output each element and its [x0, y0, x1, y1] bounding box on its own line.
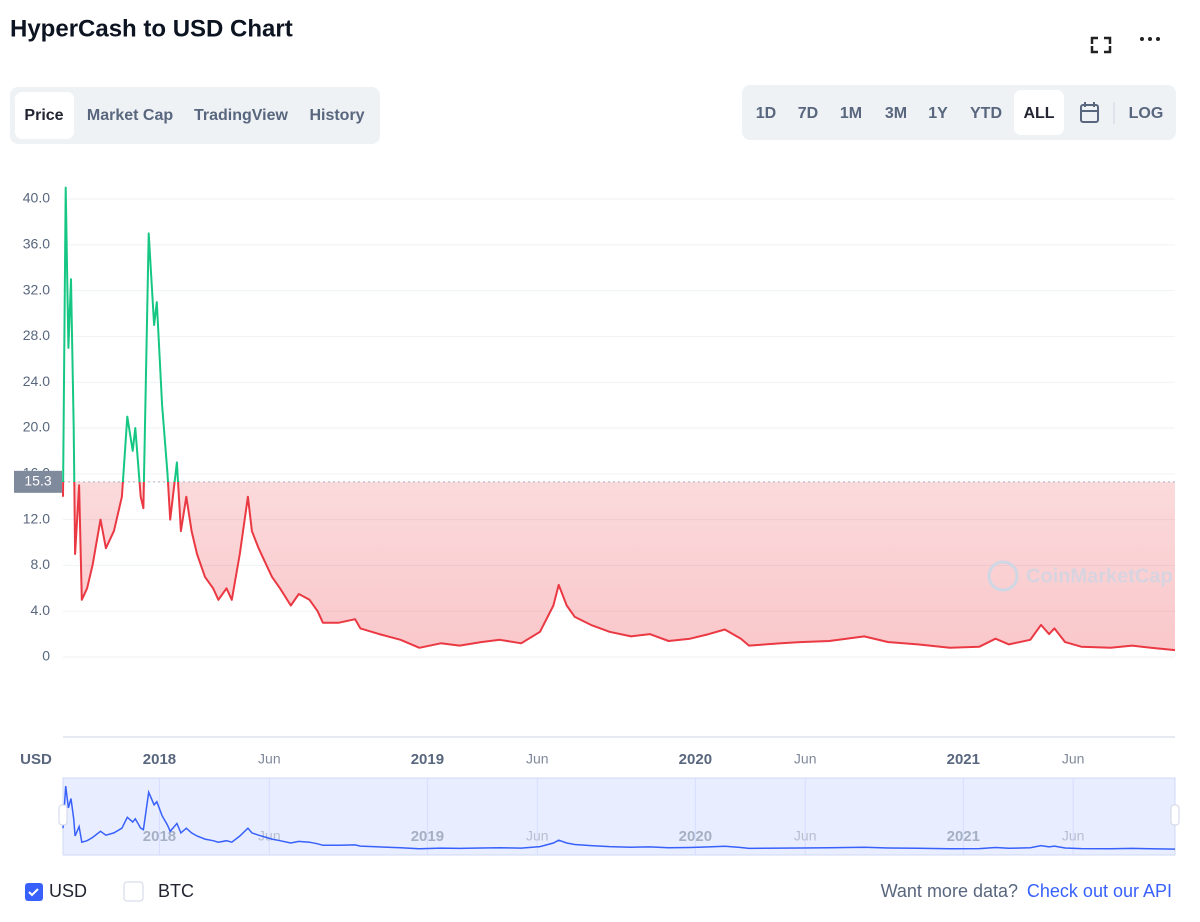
navigator-tick-label: Jun [526, 828, 549, 844]
y-tick-label: 4.0 [31, 602, 51, 618]
x-tick-label: 2019 [411, 751, 444, 768]
x-axis-label: USD [20, 751, 52, 768]
currency-label[interactable]: BTC [158, 881, 194, 901]
range-button[interactable]: 1Y [928, 105, 948, 122]
x-tick-label: Jun [794, 751, 817, 767]
y-tick-label: 36.0 [23, 236, 50, 252]
navigator-line [62, 786, 1176, 850]
navigator-handle[interactable] [1170, 804, 1180, 826]
watermark: CoinMarketCap [1026, 565, 1173, 587]
tab[interactable]: History [309, 107, 364, 124]
check-mark [28, 888, 39, 897]
current-price-badge [14, 470, 62, 493]
price-line [62, 186, 1176, 652]
range-bar [742, 85, 1176, 140]
y-tick-label: 40.0 [23, 190, 50, 206]
x-tick-label: Jun [258, 751, 281, 767]
range-active [1014, 90, 1064, 135]
api-prompt: Want more data? [881, 881, 1018, 901]
range-button[interactable]: 1M [840, 105, 862, 122]
currency-label[interactable]: USD [49, 881, 87, 901]
navigator-tick-label: 2021 [947, 828, 980, 845]
navigator-tick-label: Jun [794, 828, 817, 844]
more-icon[interactable] [1140, 37, 1160, 41]
tab-active [15, 92, 74, 139]
x-tick-label: Jun [1062, 751, 1085, 767]
y-tick-label: 20.0 [23, 419, 50, 435]
y-tick-label: 0 [42, 648, 50, 664]
calendar-icon[interactable] [1080, 102, 1099, 123]
x-tick-label: 2021 [947, 751, 980, 768]
fullscreen-icon[interactable] [1090, 36, 1112, 54]
navigator-tick-label: Jun [1062, 828, 1085, 844]
navigator-tick-label: 2019 [411, 828, 444, 845]
navigator-tick-label: 2020 [679, 828, 712, 845]
tab[interactable]: Price [24, 107, 63, 124]
watermark-logo [987, 560, 1019, 592]
tab[interactable]: Market Cap [87, 107, 173, 124]
tab-bar [10, 87, 380, 144]
range-button[interactable]: ALL [1023, 105, 1054, 122]
range-button[interactable]: 1D [756, 105, 776, 122]
y-tick-label: 32.0 [23, 281, 50, 297]
title: HyperCash to USD Chart [10, 15, 293, 42]
x-tick-label: 2020 [679, 751, 712, 768]
tab[interactable]: TradingView [194, 107, 289, 124]
current-price-label: 15.3 [24, 473, 51, 489]
y-tick-label: 8.0 [31, 556, 51, 572]
navigator-handle[interactable] [58, 804, 68, 826]
api-link[interactable]: Check out our API [1027, 881, 1172, 901]
range-button[interactable]: 7D [798, 105, 818, 122]
navigator-bg [62, 777, 1176, 856]
range-button[interactable]: YTD [970, 105, 1002, 122]
price-area [63, 481, 1175, 651]
x-tick-label: Jun [526, 751, 549, 767]
range-button[interactable]: 3M [885, 105, 907, 122]
log-button[interactable]: LOG [1129, 105, 1164, 122]
y-tick-label: 24.0 [23, 373, 50, 389]
checkbox-btc[interactable] [123, 881, 144, 902]
navigator-tick-label: 2018 [143, 828, 176, 845]
y-tick-label: 12.0 [23, 510, 50, 526]
x-tick-label: 2018 [143, 751, 176, 768]
y-tick-label: 28.0 [23, 327, 50, 343]
